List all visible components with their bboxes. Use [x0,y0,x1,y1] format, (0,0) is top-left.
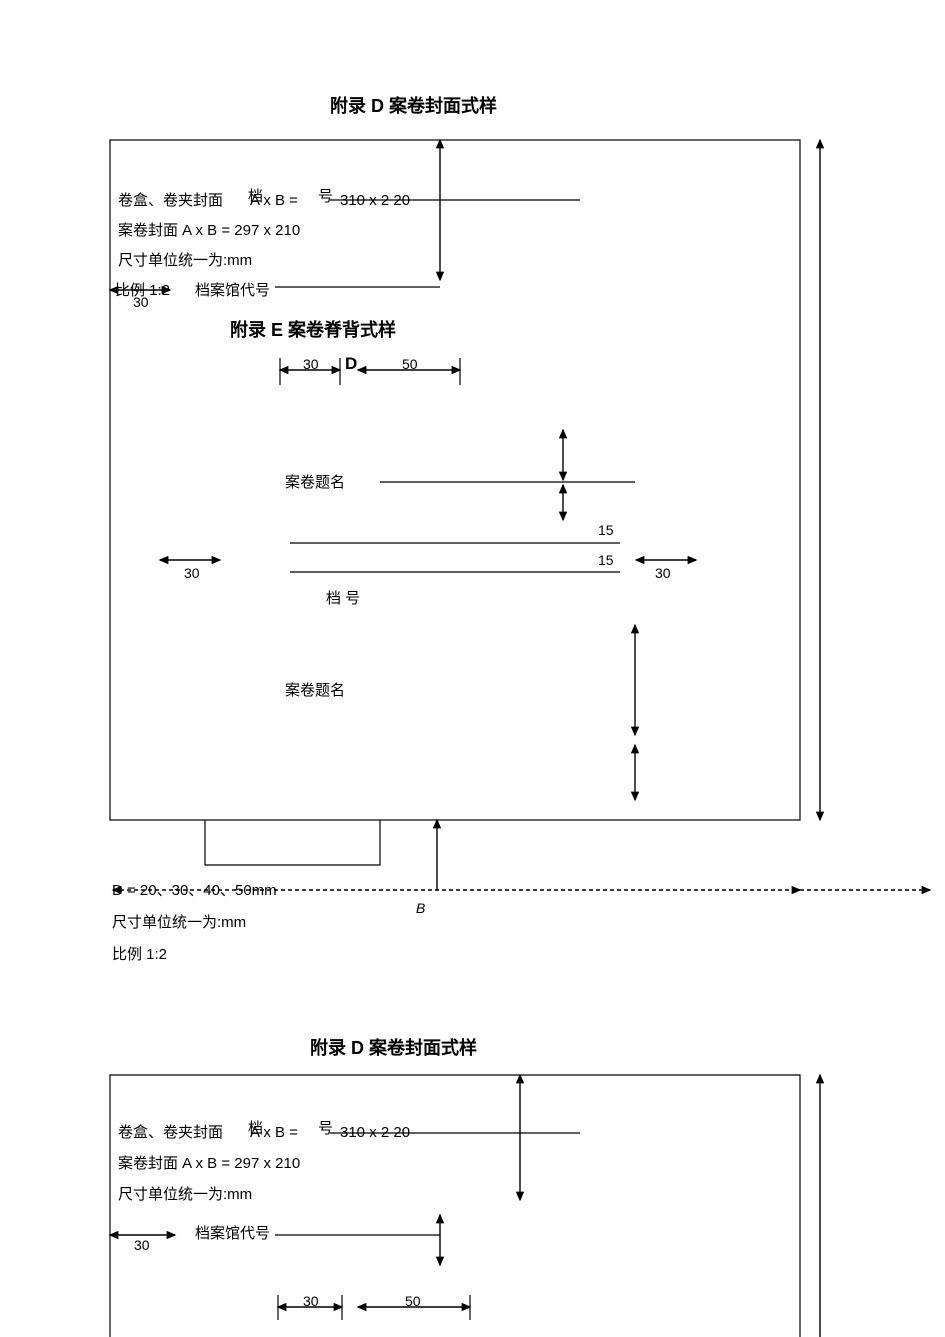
B-label: B [416,900,425,916]
label-title-name: 案卷题名 [285,472,345,493]
spec-top-line1-mid: 档 [248,186,263,207]
dim-50-spine: 50 [402,356,418,372]
spec-mid-d: D = 20、30、40、50mm [112,880,277,901]
spec-btm-dims: 310 x 2 20 [340,1122,410,1143]
spec-top-line1-left: 卷盒、卷夹封面 [118,190,223,211]
top-rect [110,140,800,820]
dim-30-inner-right: 30 [655,565,671,581]
spec-mid-unit: 尺寸单位统一为:mm [112,912,246,933]
dim-50-btm: 50 [405,1293,421,1309]
dim-D: D [345,354,357,374]
spec-btm-mid: 档 [248,1118,263,1139]
spec-btm-right: 号 [318,1118,333,1139]
spec-top-archive: 档案馆代号 [195,280,270,301]
spec-btm-line2: 案卷封面 A x B = 297 x 210 [118,1153,300,1174]
label-file-no: 档 号 [326,588,360,609]
dim-30-top-left: 30 [133,294,149,310]
spec-btm-archive: 档案馆代号 [195,1223,270,1244]
tab-shape [205,820,380,865]
spec-mid-ratio: 比例 1:2 [112,944,167,965]
spec-top-line1-dims: 310 x 2 20 [340,190,410,211]
dim-15b: 15 [598,552,614,568]
label-title-name-2: 案卷题名 [285,680,345,701]
dim-30-btm-left: 30 [134,1237,150,1253]
title-top: 附录 D 案卷封面式样 [330,92,497,118]
bottom-rect [110,1075,800,1337]
spec-top-line1-right: 号 [318,186,333,207]
dim-30-inner-left: 30 [184,565,200,581]
spec-top-line3: 尺寸单位统一为:mm [118,250,252,271]
dim-15a: 15 [598,522,614,538]
spec-btm-line3: 尺寸单位统一为:mm [118,1184,252,1205]
dim-30-btm: 30 [303,1293,319,1309]
spec-btm-line1-left: 卷盒、卷夹封面 [118,1122,223,1143]
spec-top-line2: 案卷封面 A x B = 297 x 210 [118,220,300,241]
title-spine: 附录 E 案卷脊背式样 [230,316,396,342]
title-bottom: 附录 D 案卷封面式样 [310,1034,477,1060]
dim-30-spine: 30 [303,356,319,372]
